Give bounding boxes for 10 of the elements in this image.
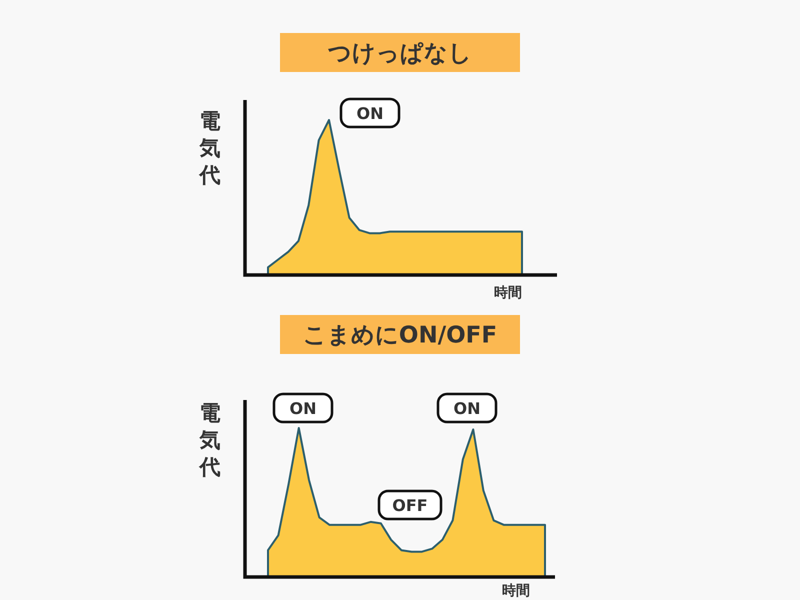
- chart-title: つけっぱなし: [328, 40, 472, 66]
- y-axis-title: 電気代: [198, 401, 220, 479]
- x-axis-title: 時間: [502, 583, 530, 599]
- y-axis-title: 電気代: [198, 109, 220, 187]
- chart-title: こまめにON/OFF: [302, 322, 498, 348]
- text: ON: [290, 399, 316, 418]
- annotation: OFF: [392, 496, 428, 515]
- annotation: ON: [356, 104, 384, 123]
- x-axis-title: 時間: [494, 285, 522, 301]
- text: ON: [454, 399, 480, 418]
